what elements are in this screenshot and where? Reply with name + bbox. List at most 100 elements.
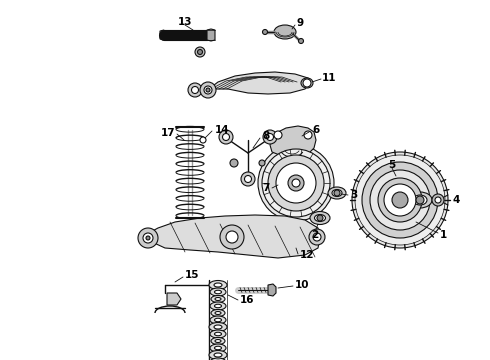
Circle shape [263, 130, 277, 144]
Circle shape [226, 231, 238, 243]
Ellipse shape [210, 288, 226, 296]
Circle shape [276, 163, 316, 203]
Text: 14: 14 [215, 125, 230, 135]
Polygon shape [207, 29, 215, 41]
Text: 5: 5 [389, 160, 395, 170]
Polygon shape [268, 284, 276, 296]
Circle shape [352, 152, 448, 248]
Circle shape [220, 225, 244, 249]
Text: 4: 4 [452, 195, 460, 205]
Ellipse shape [210, 358, 226, 360]
Ellipse shape [215, 332, 221, 336]
Ellipse shape [215, 304, 221, 308]
Circle shape [192, 86, 198, 94]
Circle shape [138, 228, 158, 248]
Circle shape [146, 236, 150, 240]
Circle shape [392, 192, 408, 208]
Text: 13: 13 [178, 17, 192, 27]
Circle shape [195, 47, 205, 57]
Ellipse shape [215, 311, 221, 315]
Circle shape [241, 172, 255, 186]
Circle shape [416, 196, 424, 204]
Ellipse shape [210, 330, 226, 338]
Text: 8: 8 [262, 131, 269, 141]
Ellipse shape [215, 339, 221, 342]
Text: 15: 15 [185, 270, 199, 280]
Text: 17: 17 [160, 128, 175, 138]
Text: 1: 1 [440, 230, 447, 240]
Circle shape [188, 83, 202, 97]
Text: 10: 10 [295, 280, 310, 290]
Ellipse shape [211, 338, 225, 345]
Circle shape [230, 159, 238, 167]
Polygon shape [167, 293, 181, 305]
Circle shape [219, 130, 233, 144]
Ellipse shape [214, 283, 222, 287]
Circle shape [435, 197, 441, 203]
Ellipse shape [210, 302, 226, 310]
Ellipse shape [209, 351, 227, 360]
Circle shape [292, 179, 300, 187]
Polygon shape [145, 215, 320, 258]
Ellipse shape [214, 353, 222, 357]
Text: 16: 16 [240, 295, 254, 305]
Circle shape [274, 131, 282, 139]
Circle shape [267, 134, 273, 140]
Ellipse shape [215, 346, 221, 350]
Circle shape [303, 79, 311, 87]
Ellipse shape [315, 215, 325, 221]
Text: 2: 2 [311, 230, 318, 240]
Circle shape [304, 131, 312, 139]
Ellipse shape [215, 318, 221, 322]
Circle shape [432, 194, 444, 206]
Text: 9: 9 [296, 18, 304, 28]
Polygon shape [160, 30, 164, 40]
Circle shape [313, 233, 321, 241]
Ellipse shape [209, 280, 227, 289]
Ellipse shape [408, 192, 432, 208]
Circle shape [204, 86, 212, 94]
Ellipse shape [274, 25, 296, 39]
Circle shape [362, 162, 438, 238]
Text: 12: 12 [300, 250, 315, 260]
Polygon shape [205, 72, 310, 94]
Ellipse shape [214, 325, 222, 329]
Circle shape [334, 190, 340, 196]
Text: 3: 3 [350, 190, 357, 200]
Circle shape [262, 149, 330, 217]
Ellipse shape [310, 211, 330, 225]
Circle shape [288, 175, 304, 191]
Circle shape [200, 82, 216, 98]
Ellipse shape [210, 344, 226, 352]
Ellipse shape [301, 78, 313, 88]
Ellipse shape [210, 316, 226, 324]
Circle shape [298, 39, 303, 44]
Circle shape [206, 88, 210, 92]
Circle shape [317, 215, 323, 221]
Circle shape [370, 170, 430, 230]
Polygon shape [270, 126, 316, 158]
Circle shape [245, 175, 251, 183]
Text: 7: 7 [263, 183, 270, 193]
Ellipse shape [332, 189, 342, 197]
Ellipse shape [215, 290, 221, 294]
Circle shape [258, 145, 334, 221]
Circle shape [263, 30, 268, 35]
Circle shape [309, 229, 325, 245]
Text: 6: 6 [312, 125, 319, 135]
Circle shape [200, 137, 206, 143]
Circle shape [355, 155, 445, 245]
Circle shape [143, 233, 153, 243]
Ellipse shape [328, 187, 346, 199]
Ellipse shape [211, 296, 225, 302]
Circle shape [268, 155, 324, 211]
Circle shape [384, 184, 416, 216]
Circle shape [378, 178, 422, 222]
Ellipse shape [211, 310, 225, 316]
Ellipse shape [413, 195, 427, 205]
Text: 11: 11 [322, 73, 337, 83]
Circle shape [259, 160, 265, 166]
Circle shape [222, 134, 229, 140]
Ellipse shape [215, 297, 221, 301]
Ellipse shape [209, 323, 227, 332]
